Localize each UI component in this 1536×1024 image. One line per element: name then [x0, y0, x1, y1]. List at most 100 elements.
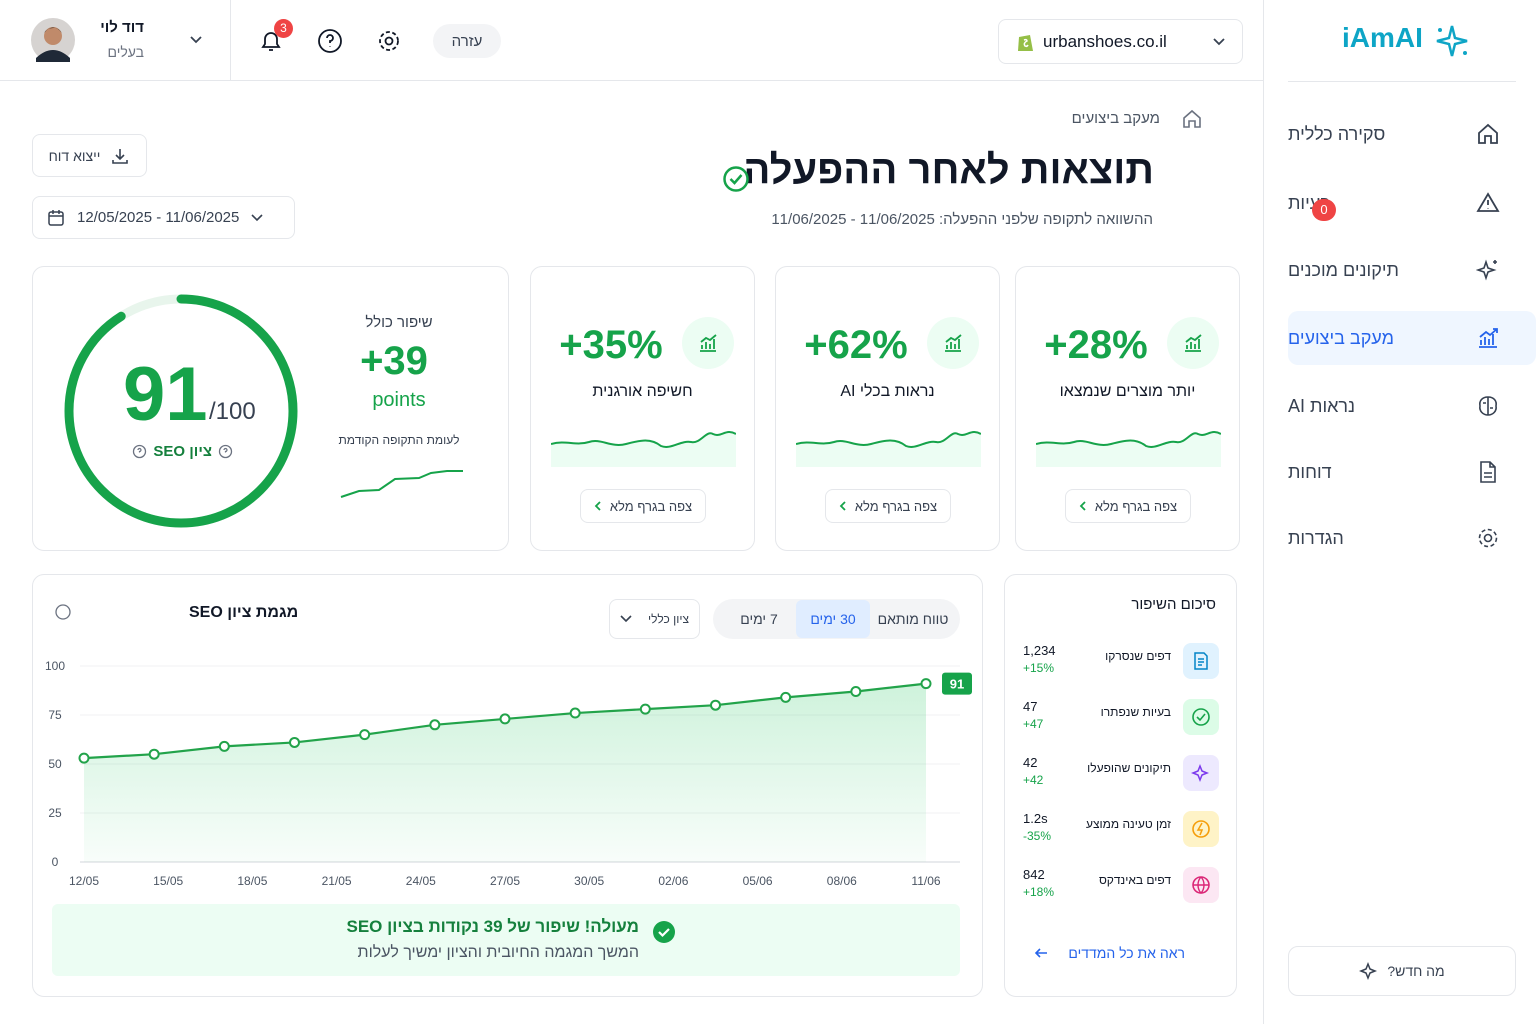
metric-icon — [927, 317, 979, 369]
metric-sparkline — [551, 431, 736, 467]
home-icon[interactable] — [1181, 108, 1203, 130]
score-value: 91 — [123, 352, 208, 437]
point — [780, 691, 792, 703]
nav-item[interactable]: סקירה כללית — [1288, 107, 1536, 161]
y-tick-label: 75 — [48, 708, 62, 722]
nav-item[interactable]: תיקונים מוכנים — [1288, 243, 1536, 297]
view-chart-label: צפה בגרף מלא — [609, 498, 693, 514]
score-gauge — [64, 294, 298, 528]
nav-icon — [1480, 461, 1496, 483]
help-label: עזרה — [451, 32, 483, 50]
nav-label: דוחות — [1288, 461, 1332, 482]
chevron — [251, 213, 263, 221]
page-subtitle: ההשוואה לתקופה שלפני ההפעלה: 11/06/2025 … — [771, 211, 1153, 228]
range-tab[interactable]: טווח מותאם — [877, 611, 949, 627]
summary-change: +15% — [1023, 661, 1055, 675]
summary-value: 842 — [1023, 867, 1045, 882]
user-menu-chevron[interactable] — [188, 34, 204, 46]
point — [639, 703, 651, 715]
point — [218, 740, 230, 752]
view-chart-button[interactable]: צפה בגרף מלא — [825, 489, 951, 523]
see-all-label: ראה את כל המדדים — [1068, 945, 1185, 961]
metric-card: +62% נראות בכלי AI צפה בגרף מלא — [775, 266, 1000, 551]
export-label: ייצוא דוח — [48, 147, 101, 164]
info-icon[interactable] — [218, 444, 233, 459]
metric-card: +28% יותר מוצרים שנמצאו צפה בגרף מלא — [1015, 266, 1240, 551]
settings-icon[interactable] — [376, 28, 402, 54]
avatar[interactable] — [31, 18, 75, 62]
user-role: בעלים — [107, 44, 144, 60]
summary-icon — [1183, 755, 1219, 791]
summary-value: 1,234 — [1023, 643, 1056, 658]
nav-item-active[interactable]: מעקב ביצועים — [1288, 311, 1536, 365]
summary-icon — [1183, 811, 1219, 847]
score-max: /100 — [209, 398, 256, 425]
info-icon[interactable] — [55, 604, 71, 620]
calendar-icon — [48, 209, 64, 226]
y-tick-label: 25 — [48, 806, 62, 820]
view-chart-button[interactable]: צפה בגרף מלא — [580, 489, 706, 523]
topbar-border — [0, 80, 1264, 81]
improvement-value: +39 — [360, 339, 428, 383]
metric-icon — [682, 317, 734, 369]
date-range: 12/05/2025 - 11/06/2025 — [77, 209, 240, 226]
range-tab[interactable]: 7 ימים — [740, 611, 778, 627]
point — [710, 699, 721, 711]
nav-label: תיקונים מוכנים — [1288, 259, 1399, 280]
nav-item[interactable]: הגדרות — [1288, 511, 1536, 565]
improvement-label: שיפור כולל — [365, 314, 433, 331]
summary-row: בעיות שנפתרו 47 +47 — [1005, 699, 1237, 739]
banner-check-icon — [653, 921, 675, 943]
point — [289, 736, 300, 748]
summary-change: -35% — [1023, 829, 1052, 843]
improvement-compare: לעומת התקופה הקודמת — [338, 433, 460, 447]
user-name: דוד לוי — [100, 19, 144, 36]
help-icon[interactable] — [317, 28, 343, 54]
nav-icon — [1478, 123, 1498, 144]
point — [429, 719, 441, 731]
end-value-label: 91 — [950, 677, 964, 692]
summary-change: +42 — [1023, 773, 1044, 787]
summary-label: בעיות שנפתרו — [1100, 705, 1171, 719]
score-label: ציון SEO — [153, 443, 212, 460]
nav-item[interactable]: דוחות — [1288, 445, 1536, 499]
x-tick-label: 05/06 — [743, 874, 773, 888]
notification-badge: 3 — [274, 19, 293, 38]
breadcrumb[interactable]: מעקב ביצועים — [1071, 110, 1160, 127]
summary-icon — [1183, 643, 1219, 679]
x-tick-label: 30/05 — [574, 874, 604, 888]
nav-item[interactable]: נראות AI — [1288, 379, 1536, 433]
banner-title: מעולה! שיפור של 39 נקודות בציון SEO — [346, 917, 639, 936]
bell-icon[interactable] — [258, 28, 284, 54]
shopify-icon — [1018, 34, 1033, 51]
summary-change: +18% — [1023, 885, 1055, 899]
view-chart-button[interactable]: צפה בגרף מלא — [1065, 489, 1191, 523]
summary-label: תיקונים שהופעלו — [1087, 761, 1171, 775]
date-range-button[interactable]: 12/05/2025 - 11/06/2025 — [32, 196, 295, 239]
gauge-arc — [64, 294, 298, 528]
range-tab-active[interactable]: 30 ימים — [796, 600, 870, 638]
x-tick-label: 24/05 — [406, 874, 436, 888]
summary-row: דפים שנסרקו 1,234 +15% — [1005, 643, 1237, 683]
help-button[interactable]: עזרה — [433, 24, 501, 58]
x-tick-label: 15/05 — [153, 874, 183, 888]
whats-new-button[interactable]: מה חדש? — [1288, 946, 1516, 996]
nav-icon — [1479, 328, 1498, 348]
info-icon[interactable] — [132, 444, 147, 459]
see-all-link[interactable]: ראה את כל המדדים — [1025, 945, 1185, 961]
nav-label: הגדרות — [1288, 527, 1344, 548]
export-button[interactable]: ייצוא דוח — [32, 134, 147, 177]
point — [359, 729, 371, 741]
metric-label: חשיפה אורגנית — [592, 383, 693, 400]
point — [850, 685, 862, 697]
logo-icon — [1436, 25, 1468, 57]
store-selector[interactable]: urbanshoes.co.il — [998, 19, 1243, 64]
point — [920, 678, 932, 690]
logo[interactable]: iAmAI — [1342, 22, 1423, 53]
point — [148, 748, 160, 760]
x-tick-label: 08/06 — [827, 874, 857, 888]
metric-sparkline — [1036, 431, 1221, 467]
compare-sparkline — [340, 470, 463, 498]
metric-select[interactable]: ציון כללי — [609, 599, 700, 639]
summary-row: זמן טעינה ממוצע 1.2s -35% — [1005, 811, 1237, 851]
